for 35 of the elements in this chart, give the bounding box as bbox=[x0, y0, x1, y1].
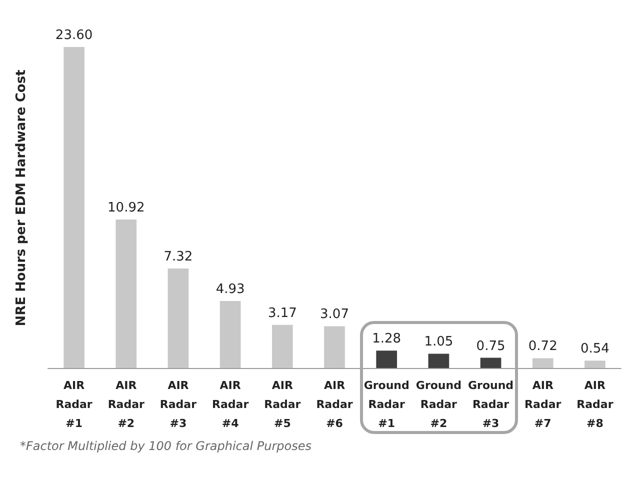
x-tick-label: AIR Radar #6 bbox=[316, 379, 354, 430]
x-tick-label: Ground Radar #1 bbox=[364, 379, 410, 430]
x-tick-label: Ground Radar #2 bbox=[416, 379, 462, 430]
x-tick-label: AIR Radar #8 bbox=[576, 379, 614, 430]
x-tick-label: AIR Radar #2 bbox=[108, 379, 146, 430]
data-label: 1.28 bbox=[372, 332, 402, 347]
bar bbox=[480, 358, 502, 368]
bar bbox=[168, 268, 189, 368]
bar bbox=[584, 360, 606, 368]
x-tick-label: AIR Radar #5 bbox=[264, 379, 302, 430]
bar bbox=[324, 326, 345, 368]
x-tick-label: Ground Radar #3 bbox=[468, 379, 514, 430]
data-label: 0.72 bbox=[528, 339, 558, 354]
data-label: 3.17 bbox=[268, 306, 297, 321]
x-tick-label: AIR Radar #4 bbox=[212, 379, 250, 430]
data-label: 23.60 bbox=[55, 28, 93, 44]
data-label: 10.92 bbox=[108, 200, 145, 216]
bar bbox=[220, 300, 241, 368]
bar bbox=[64, 47, 84, 368]
bar bbox=[376, 350, 398, 368]
x-tick-label: AIR Radar #3 bbox=[160, 379, 198, 430]
text: *Factor Multiplied by 100 for Graphical Purposes bbox=[20, 439, 312, 453]
data-label: 3.07 bbox=[320, 307, 349, 322]
data-label: 0.75 bbox=[476, 338, 506, 354]
data-label: 4.93 bbox=[216, 282, 245, 297]
y-axis-title: NRE Hours per EDM Hardware Cost bbox=[14, 70, 29, 326]
bar bbox=[428, 354, 450, 368]
data-label: 1.05 bbox=[424, 334, 454, 350]
bar bbox=[272, 324, 293, 368]
bar bbox=[532, 358, 554, 368]
data-label: 0.54 bbox=[580, 342, 610, 357]
x-tick-label: AIR Radar #7 bbox=[524, 379, 562, 430]
x-tick-label: AIR Radar #1 bbox=[56, 379, 93, 430]
data-label: 7.32 bbox=[164, 249, 193, 264]
bar bbox=[116, 219, 137, 368]
